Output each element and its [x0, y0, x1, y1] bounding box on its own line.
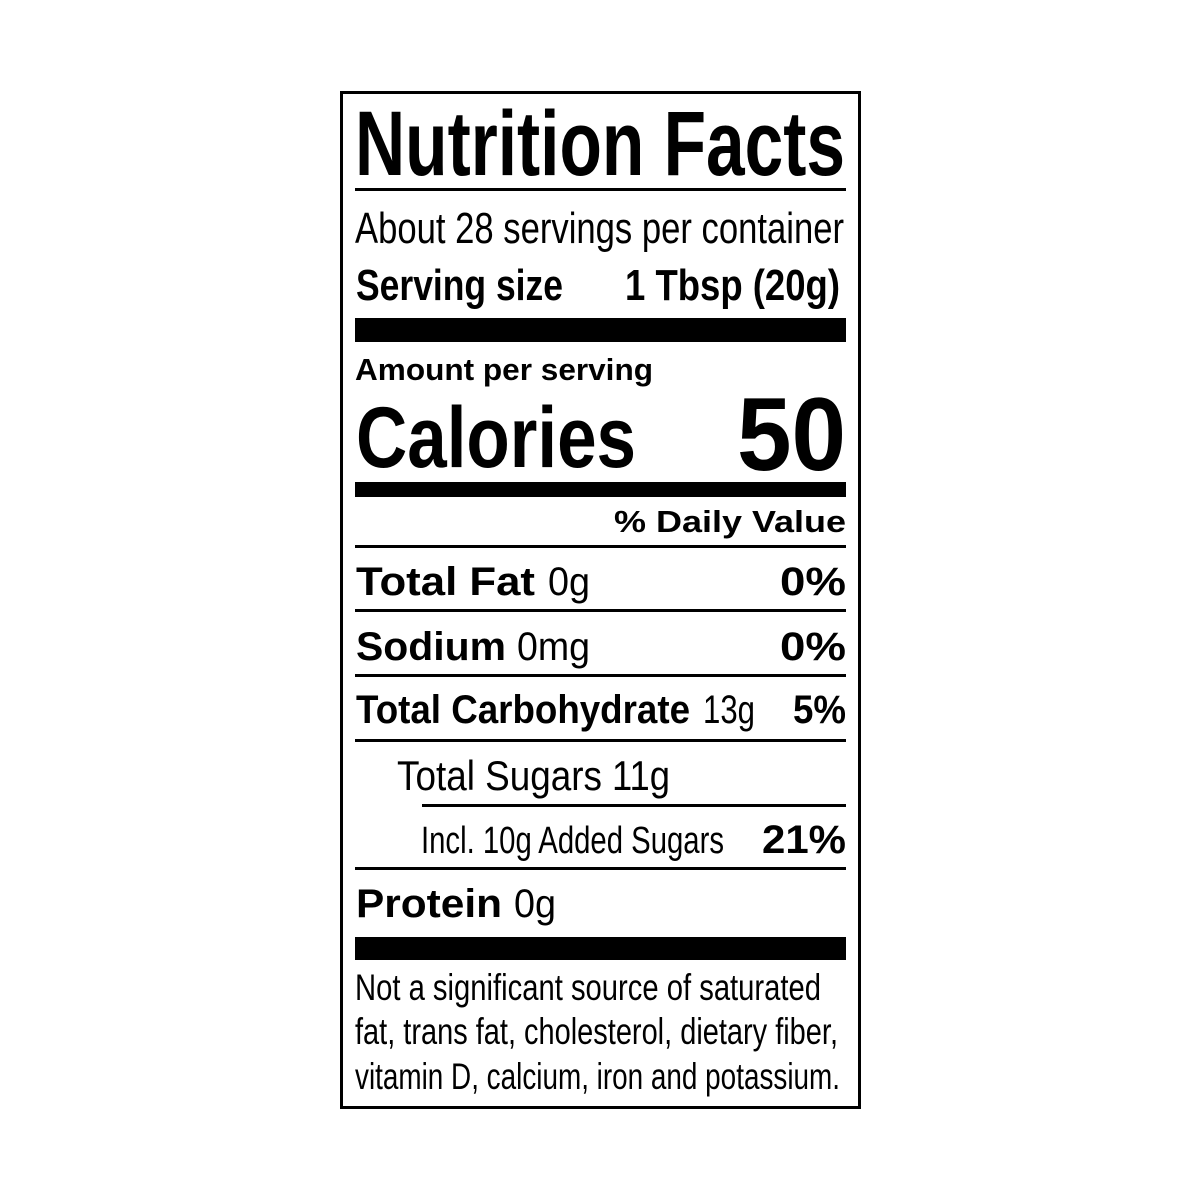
nutrient-name: Incl. 10g Added Sugars [421, 820, 724, 862]
thick-bar [355, 937, 846, 960]
title: Nutrition Facts [355, 93, 845, 195]
calories-value: 50 [737, 377, 846, 493]
nutrient-dv: 21% [762, 818, 846, 862]
footnote-line: vitamin D, calcium, iron and potassium. [355, 1056, 840, 1097]
nutrient-amount: 13g [703, 688, 755, 732]
nutrient-amount: 0g [514, 882, 556, 926]
rule [355, 545, 846, 548]
rule [355, 674, 846, 677]
daily-value-header: % Daily Value [614, 504, 846, 539]
thick-bar [355, 318, 846, 342]
nutrient-dv: 0% [780, 625, 846, 669]
rule [422, 804, 846, 807]
calories-label: Calories [356, 390, 636, 486]
servings: About 28 servings per container [355, 204, 844, 253]
serving-size-label: Serving size [356, 261, 563, 310]
serving-size-value: 1 Tbsp (20g) [625, 261, 840, 310]
nutrient-name: Total Fat [356, 560, 535, 604]
nutrient-name: Total Carbohydrate [356, 688, 690, 732]
nutrient-dv: 5% [793, 688, 846, 732]
rule [355, 188, 846, 191]
medium-bar [355, 482, 846, 497]
label-border [340, 91, 861, 1109]
rule [355, 739, 846, 742]
nutrient-dv: 0% [780, 560, 846, 604]
footnote-line: fat, trans fat, cholesterol, dietary fib… [355, 1011, 838, 1052]
nutrient-name: Sodium [356, 625, 506, 669]
amount-per-serving: Amount per serving [355, 352, 653, 387]
nutrient-amount: 0g [548, 560, 590, 604]
rule [355, 609, 846, 612]
rule [355, 867, 846, 870]
footnote-line: Not a significant source of saturated [355, 967, 821, 1008]
nutrient-amount: 0mg [517, 625, 590, 669]
nutrient-amount: 11g [612, 752, 670, 799]
nutrient-name: Protein [356, 882, 502, 926]
nutrient-name: Total Sugars [397, 752, 602, 799]
